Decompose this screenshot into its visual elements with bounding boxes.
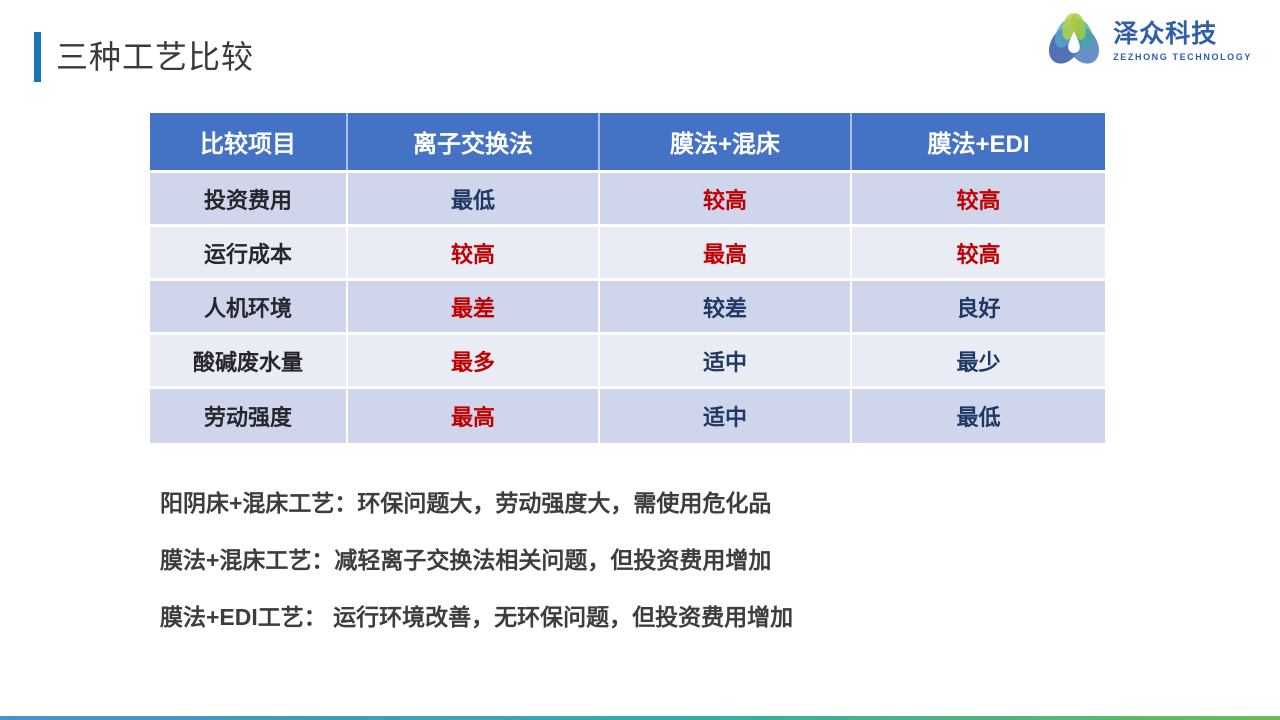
table-row: 投资费用 最低 较高 较高 xyxy=(150,173,1105,227)
table-cell: 较差 xyxy=(600,281,852,332)
table-row: 运行成本 较高 最高 较高 xyxy=(150,227,1105,281)
column-header: 膜法+混床 xyxy=(600,113,852,170)
logo-text: 泽众科技 ZEZHONG TECHNOLOGY xyxy=(1113,19,1252,62)
table-cell: 较高 xyxy=(956,187,1001,213)
table-cell: 最低 xyxy=(956,405,1001,430)
company-logo: 泽众科技 ZEZHONG TECHNOLOGY xyxy=(1045,10,1252,70)
table-row: 劳动强度 最高 适中 最低 xyxy=(150,389,1105,443)
title-block: 三种工艺比较 xyxy=(34,32,254,82)
row-label: 人机环境 xyxy=(150,281,348,332)
logo-lotus-icon xyxy=(1049,13,1100,64)
logo-company-subtitle: ZEZHONG TECHNOLOGY xyxy=(1113,51,1252,62)
title-accent-bar xyxy=(34,32,41,82)
row-label: 运行成本 xyxy=(150,227,348,278)
row-label: 劳动强度 xyxy=(150,389,348,443)
table-cell: 较高 xyxy=(348,227,600,278)
footer-accent-bar xyxy=(0,716,1280,720)
notes-block: 阳阴床+混床工艺：环保问题大，劳动强度大，需使用危化品 膜法+混床工艺：减轻离子… xyxy=(160,489,1120,660)
table-cell: 最多 xyxy=(348,335,600,386)
table-cell: 最低 xyxy=(348,173,600,224)
column-header: 离子交换法 xyxy=(348,113,600,170)
row-label: 酸碱废水量 xyxy=(150,335,348,386)
table-cell: 较高 xyxy=(956,241,1001,267)
table-cell: 最差 xyxy=(348,281,600,332)
table-cell: 良好 xyxy=(956,295,1001,321)
table-cell: 最少 xyxy=(956,349,1001,375)
logo-company-name: 泽众科技 xyxy=(1113,19,1218,48)
table-row: 人机环境 最差 较差 良好 xyxy=(150,281,1105,335)
table-cell: 最高 xyxy=(600,227,852,278)
note-line: 阳阴床+混床工艺：环保问题大，劳动强度大，需使用危化品 xyxy=(160,490,772,516)
note-line: 膜法+EDI工艺： 运行环境改善，无环保问题，但投资费用增加 xyxy=(160,604,794,630)
note-line: 膜法+混床工艺：减轻离子交换法相关问题，但投资费用增加 xyxy=(160,547,772,573)
row-label: 投资费用 xyxy=(150,173,348,224)
table-cell: 最高 xyxy=(348,389,600,443)
table-cell: 适中 xyxy=(600,335,852,386)
column-header: 膜法+EDI xyxy=(927,131,1030,158)
table-cell: 适中 xyxy=(600,389,852,443)
table-cell: 较高 xyxy=(600,173,852,224)
column-header: 比较项目 xyxy=(150,113,348,170)
page-title: 三种工艺比较 xyxy=(56,39,255,75)
comparison-table: 比较项目 离子交换法 膜法+混床 膜法+EDI 投资费用 最低 较高 较高 运行… xyxy=(150,113,1105,443)
table-header-row: 比较项目 离子交换法 膜法+混床 膜法+EDI xyxy=(150,113,1105,173)
table-row: 酸碱废水量 最多 适中 最少 xyxy=(150,335,1105,389)
